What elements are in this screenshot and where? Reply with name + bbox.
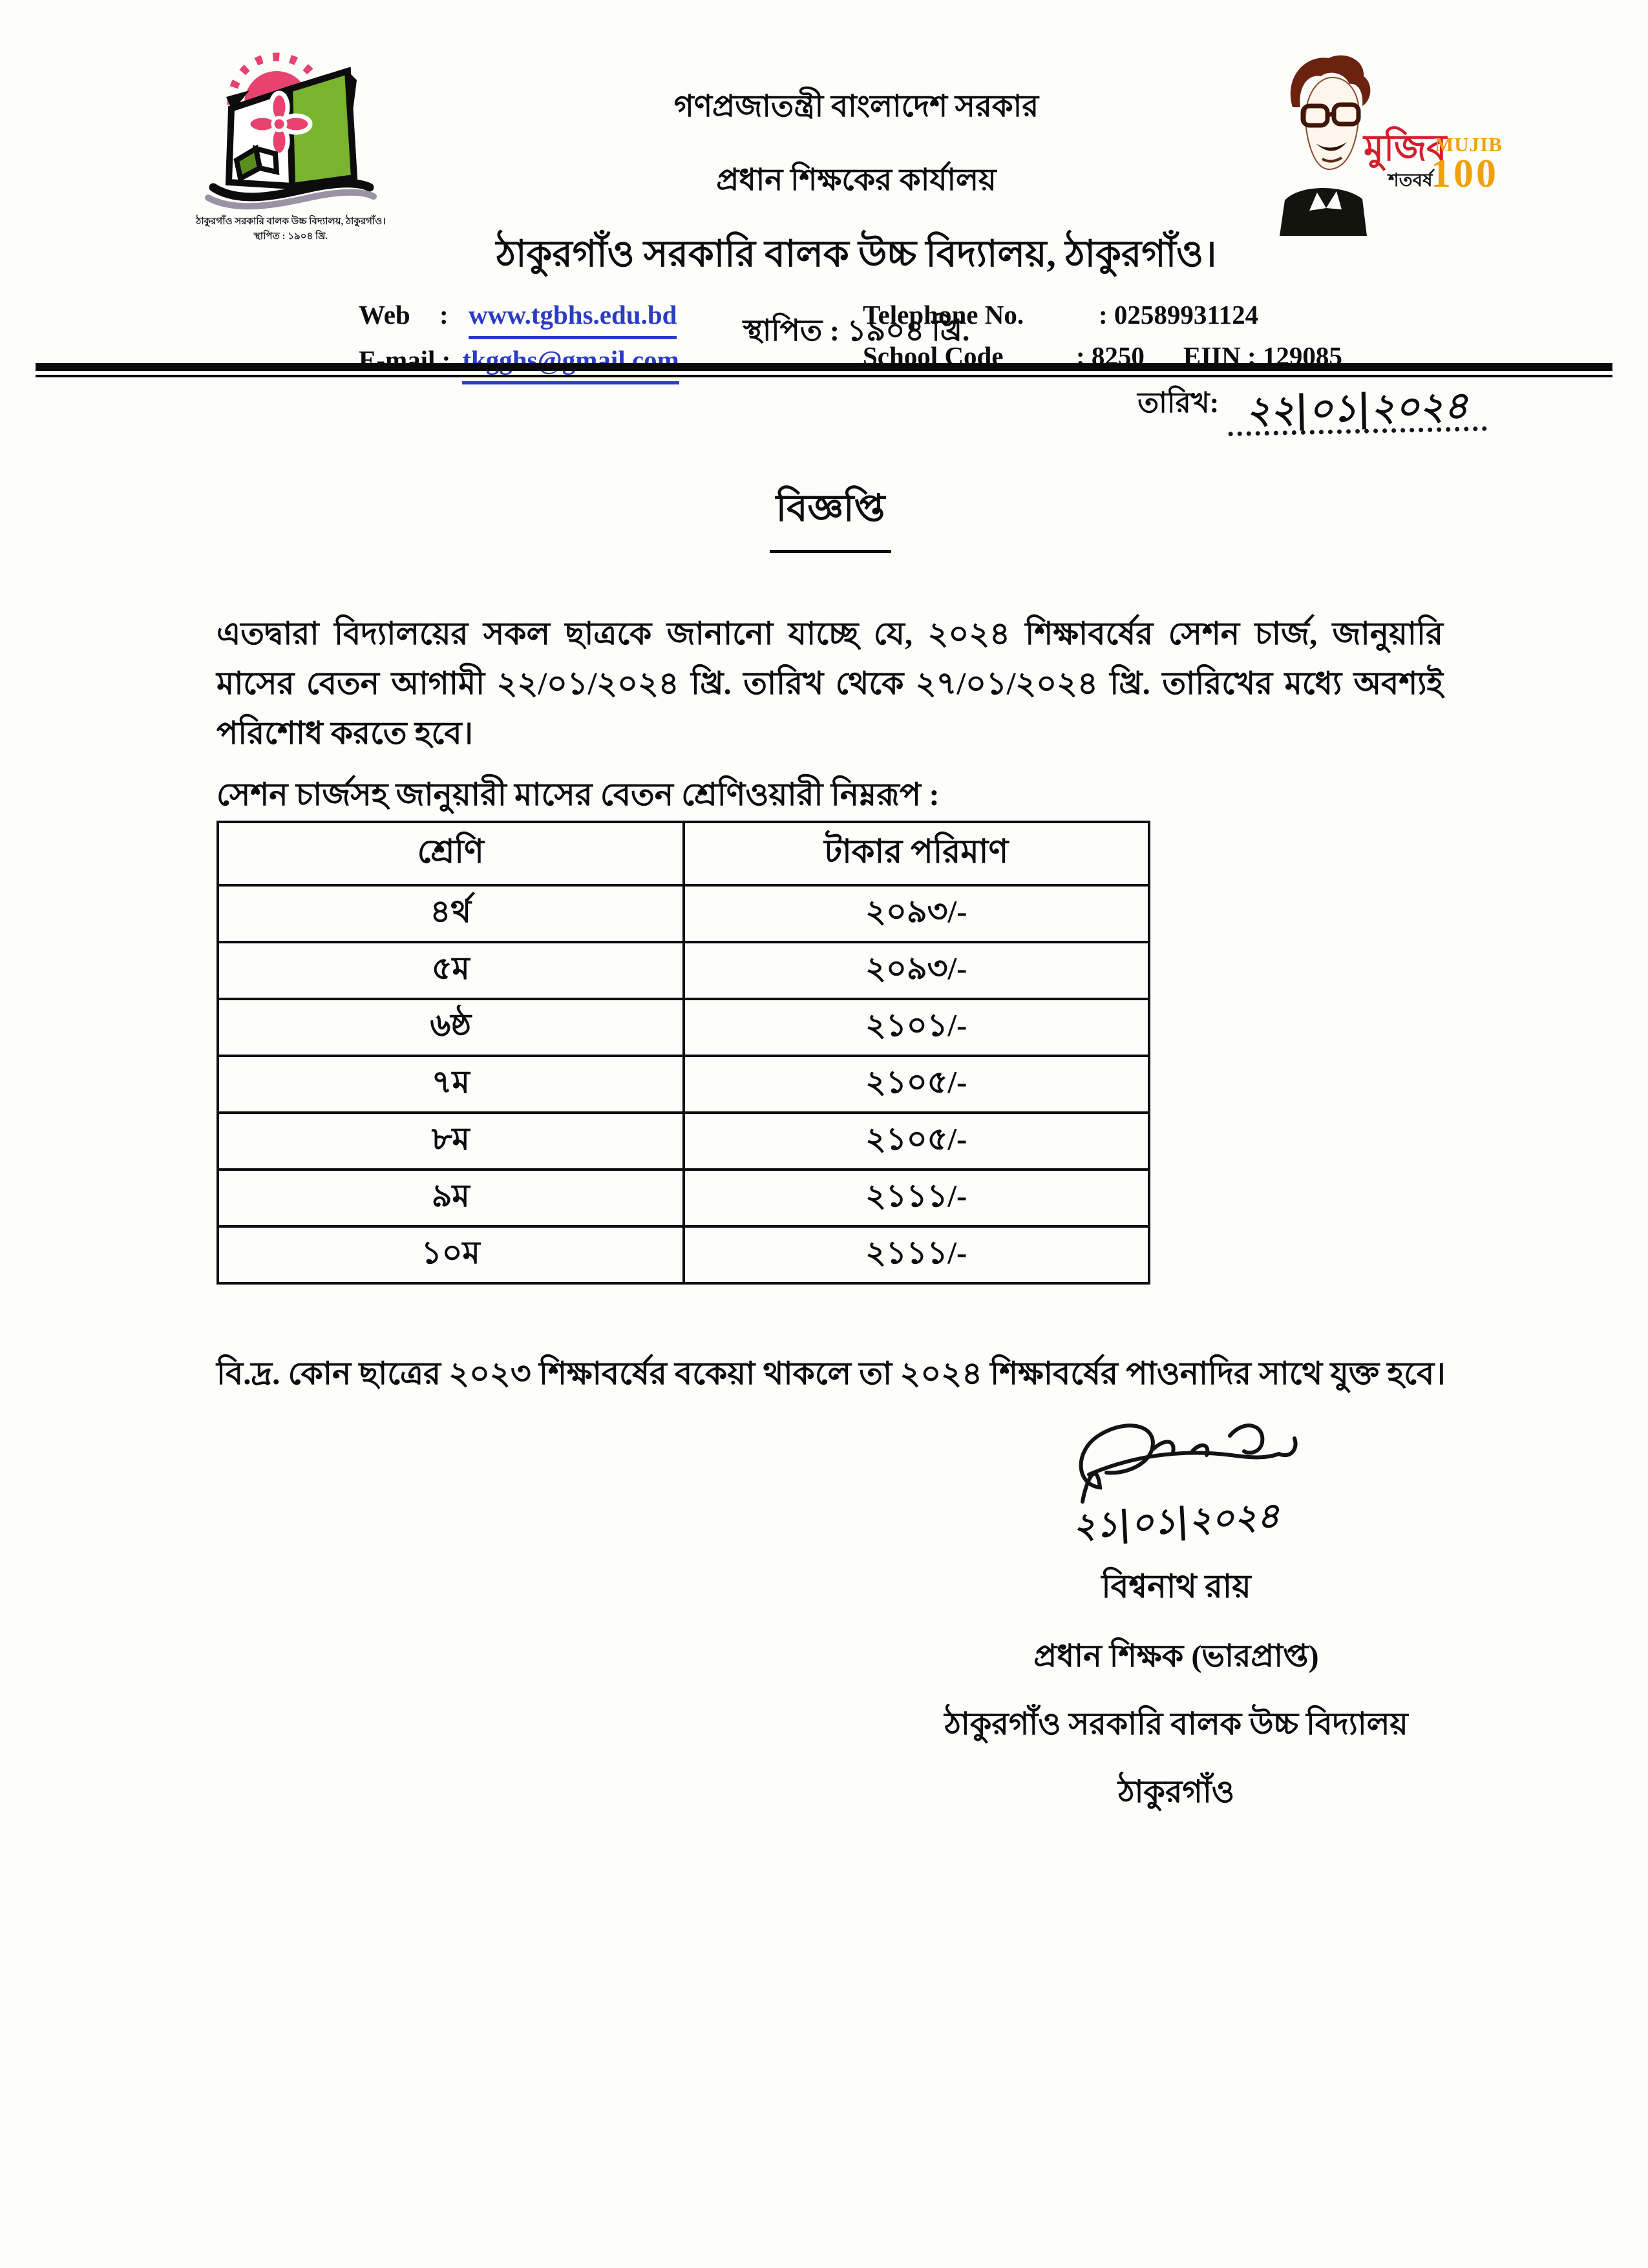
web-label: Web [359, 300, 410, 330]
school-logo-icon [205, 52, 377, 210]
signatory-organization: ঠাকুরগাঁও সরকারি বালক উচ্চ বিদ্যালয় [944, 1707, 1408, 1741]
signatory-designation: প্রধান শিক্ষক (ভারপ্রাপ্ত) [1033, 1639, 1319, 1674]
header-divider-thick-line [36, 363, 1612, 371]
amount-cell: ২০৯৩/- [682, 884, 1150, 943]
portrait-glasses [1300, 102, 1361, 128]
book-left-fold [226, 90, 249, 111]
header-divider [36, 363, 1612, 377]
class-cell: ৮ম [217, 1111, 685, 1171]
portrait-collar-left [1309, 193, 1326, 211]
signature-scribble-icon [1079, 1423, 1298, 1504]
class-cell: ৬ষ্ঠ [217, 998, 685, 1057]
table-row: ৮ম ২১০৫/- [217, 1111, 1150, 1171]
mujib-shotoborsho-label: শতবর্ষ [1388, 171, 1433, 191]
class-cell: ৪র্থ [217, 884, 685, 943]
amount-cell: ২১১১/- [682, 1168, 1150, 1228]
website-link[interactable]: www.tgbhs.edu.bd [469, 294, 677, 339]
mujib100-logo: মুজিব MUJIB শতবর্ষ 100 [1267, 45, 1525, 236]
portrait-mustache [1316, 142, 1347, 151]
telephone-row: Telephone No. : 02589931124 [863, 294, 1457, 335]
amount-cell: ২১০৫/- [682, 1111, 1150, 1171]
table-row: ৬ষ্ঠ ২১০১/- [217, 998, 1150, 1057]
fee-table-header-class: শ্রেণি [217, 821, 685, 887]
school-logo-caption-line1: ঠাকুরগাঁও সরকারি বালক উচ্চ বিদ্যালয়, ঠা… [196, 216, 386, 227]
fee-table: শ্রেণি টাকার পরিমাণ ৪র্থ ২০৯৩/- ৫ম ২০৯৩/… [217, 821, 1150, 1285]
table-row: ৫ম ২০৯৩/- [217, 941, 1150, 1000]
school-logo: ঠাকুরগাঁও সরকারি বালক উচ্চ বিদ্যালয়, ঠা… [191, 52, 391, 244]
email-row: E-mail : tkgghs@gmail.com [359, 339, 824, 384]
class-cell: ৯ম [217, 1168, 685, 1228]
date-label: তারিখ: [1137, 387, 1220, 419]
signatory-place: ঠাকুরগাঁও [1117, 1775, 1235, 1809]
fee-table-intro: সেশন চার্জসহ জানুয়ারী মাসের বেতন শ্রেণি… [217, 777, 940, 812]
handwritten-date: ২২|০১|২০২৪ [1227, 383, 1487, 437]
school-name-line: ঠাকুরগাঁও সরকারি বালক উচ্চ বিদ্যালয়, ঠা… [496, 234, 1217, 275]
letterhead: গণপ্রজাতন্ত্রী বাংলাদেশ সরকার প্রধান শিক… [439, 83, 1273, 357]
flower [246, 90, 313, 158]
class-cell: ১০ম [217, 1225, 685, 1285]
fee-table-header-row: শ্রেণি টাকার পরিমাণ [217, 821, 1150, 887]
school-logo-caption-line2: স্থাপিত : ১৯০৪ খ্রি. [253, 231, 328, 242]
mujib-english-wordmark: MUJIB [1435, 133, 1503, 156]
established-line: স্থাপিত : ১৯০৪ খ্রি. [743, 314, 970, 347]
book-right-fold [346, 71, 357, 111]
table-row: ১০ম ২১১১/- [217, 1225, 1150, 1285]
portrait-coat [1280, 187, 1367, 236]
notice-title: বিজ্ঞপ্তি [769, 479, 892, 553]
portrait-collar-right [1326, 191, 1342, 209]
web-row: Web : www.tgbhs.edu.bd [359, 294, 824, 339]
signatory-name: বিশ্বনাথ রায় [1101, 1568, 1251, 1604]
mujib-100-label: 100 [1431, 152, 1499, 196]
wave-black [209, 179, 374, 202]
class-cell: ৭ম [217, 1055, 685, 1114]
mujib-bangla-wordmark: মুজিব [1364, 129, 1447, 169]
notice-title-wrap: বিজ্ঞপ্তি [217, 479, 1444, 553]
mujib-portrait-icon [1280, 55, 1371, 236]
table-row: ৭ম ২১০৫/- [217, 1055, 1150, 1114]
amount-cell: ২১০১/- [682, 998, 1150, 1057]
date-row: তারিখ: ২২|০১|২০২৪ [1137, 381, 1487, 437]
notice-body: এতদ্বারা বিদ্যালয়ের সকল ছাত্রকে জানানো … [217, 616, 1443, 751]
fee-table-header-amount: টাকার পরিমাণ [682, 821, 1150, 887]
email-label: E-mail : [359, 345, 451, 375]
school-logo-caption: ঠাকুরগাঁও সরকারি বালক উচ্চ বিদ্যালয়, ঠা… [191, 215, 391, 244]
signature-block: ২১|০১|২০২৪ বিশ্বনাথ রায় প্রধান শিক্ষক (… [898, 1412, 1454, 1820]
class-cell: ৫ম [217, 941, 685, 1000]
table-row: ৯ম ২১১১/- [217, 1168, 1150, 1228]
small-open-book [233, 144, 280, 183]
table-row: ৪র্থ ২০৯৩/- [217, 884, 1150, 943]
portrait-hair [1290, 55, 1371, 107]
portrait-smile [1322, 156, 1343, 163]
header-divider-thin-line [36, 375, 1612, 377]
telephone-label: Telephone No. [863, 300, 1024, 330]
office-line: প্রধান শিক্ষকের কার্যালয় [716, 163, 997, 197]
notice-note: বি.দ্র. কোন ছাত্রের ২০২৩ শিক্ষাবর্ষের বক… [217, 1356, 1446, 1391]
wave-gray [205, 189, 377, 210]
amount-cell: ২১১১/- [682, 1225, 1150, 1285]
amount-cell: ২০৯৩/- [682, 941, 1150, 1000]
telephone-value: : 02589931124 [1099, 300, 1259, 330]
email-link[interactable]: tkgghs@gmail.com [462, 339, 679, 384]
web-colon: : [439, 300, 449, 330]
amount-cell: ২১০৫/- [682, 1055, 1150, 1114]
government-line: গণপ্রজাতন্ত্রী বাংলাদেশ সরকার [673, 90, 1039, 123]
